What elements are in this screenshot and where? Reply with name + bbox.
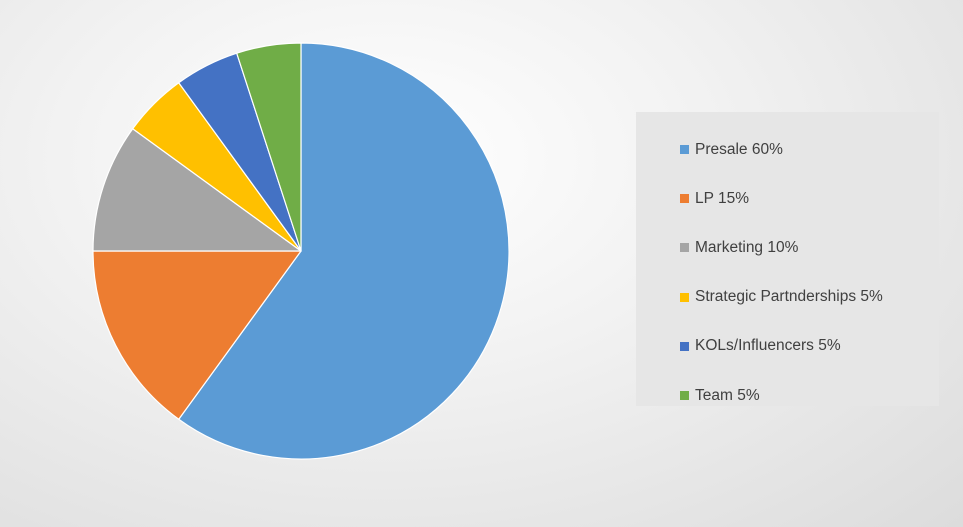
legend-item-team: Team 5% <box>636 371 939 420</box>
legend-swatch-strategic-partnerships <box>680 292 689 302</box>
pie-slice-marketing <box>92 128 302 252</box>
legend-item-kols-influencers: KOLs/Influencers 5% <box>636 322 939 371</box>
legend-item-strategic-partnerships: Strategic Partnderships 5% <box>636 273 939 322</box>
pie-slice-lp <box>92 250 302 420</box>
legend-swatch-marketing <box>680 243 689 253</box>
legend-item-marketing: Marketing 10% <box>636 223 939 272</box>
legend-swatch-kols-influencers <box>680 341 689 351</box>
legend-label-lp: LP 15% <box>695 189 750 207</box>
pie-slice-presale <box>178 42 510 460</box>
legend-label-team: Team 5% <box>695 386 760 404</box>
legend-swatch-team <box>680 391 689 401</box>
legend-label-marketing: Marketing 10% <box>695 238 799 256</box>
legend-label-presale: Presale 60% <box>695 140 783 158</box>
legend-item-presale: Presale 60% <box>636 125 939 174</box>
pie-slices <box>92 42 510 460</box>
legend-item-lp: LP 15% <box>636 174 939 223</box>
chart-legend: Presale 60% LP 15% Marketing 10% Strateg… <box>636 112 939 406</box>
legend-label-strategic-partnerships: Strategic Partnderships 5% <box>695 288 883 306</box>
legend-swatch-presale <box>680 145 689 155</box>
pie-slice-team <box>236 42 302 252</box>
legend-label-kols-influencers: KOLs/Influencers 5% <box>695 337 841 355</box>
legend-swatch-lp <box>680 194 689 204</box>
